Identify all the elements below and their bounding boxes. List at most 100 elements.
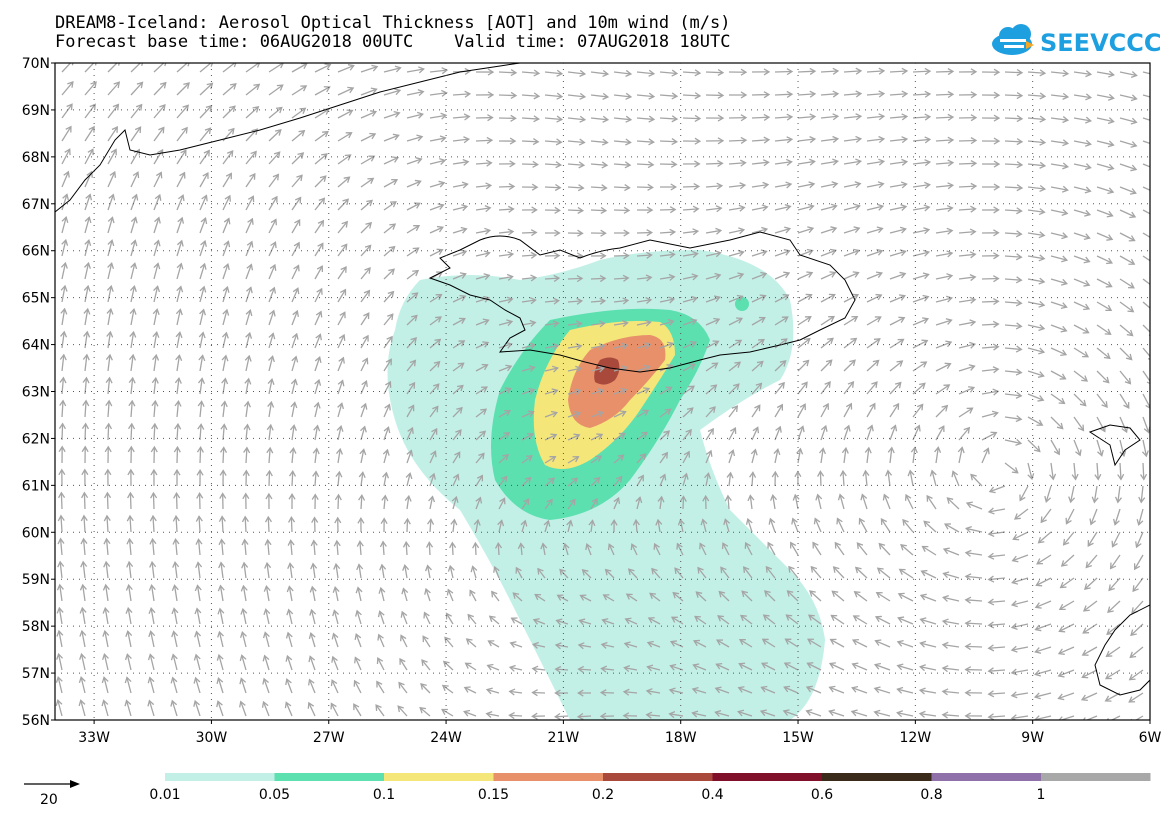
wind-vector — [244, 516, 247, 533]
wind-vector-head — [855, 158, 863, 166]
wind-vector — [1061, 554, 1075, 567]
wind-vector — [240, 678, 247, 694]
wind-vector — [245, 83, 260, 96]
wind-vector — [1060, 577, 1075, 589]
wind-vector-head — [556, 594, 564, 601]
wind-vector-head — [175, 331, 183, 339]
wind-vector-head — [173, 491, 181, 499]
wind-vector-head — [738, 638, 746, 646]
wind-vector — [291, 63, 308, 73]
wind-vector — [912, 229, 930, 234]
wind-vector-head — [786, 90, 794, 98]
wind-vector — [199, 172, 209, 188]
wind-vector-head — [555, 618, 563, 626]
wind-vector — [84, 217, 90, 234]
wind-vector-head — [646, 229, 654, 237]
wind-vector-head — [621, 342, 629, 350]
wind-vector-head — [737, 709, 745, 717]
wind-vector — [909, 470, 914, 487]
wind-vector — [935, 116, 954, 119]
wind-vector — [912, 70, 931, 73]
wind-vector — [153, 104, 166, 119]
wind-vector — [764, 590, 776, 602]
wind-vector-head — [968, 364, 976, 371]
wind-vector — [912, 161, 930, 165]
wind-vector — [774, 426, 781, 441]
wind-vector — [751, 449, 757, 464]
wind-vector-head — [432, 383, 440, 390]
wind-vector — [1027, 301, 1045, 306]
wind-vector — [130, 423, 133, 441]
wind-vector-head — [987, 621, 995, 629]
wind-vector-head — [65, 125, 72, 133]
wind-vector — [1058, 669, 1075, 677]
wind-vector-head — [196, 446, 204, 453]
wind-vector — [797, 360, 809, 372]
wind-vector-head — [124, 653, 132, 661]
wind-vector — [125, 700, 132, 717]
wind-vector-head — [942, 594, 949, 602]
wind-vector — [153, 401, 156, 418]
wind-vector-head — [478, 452, 485, 460]
wind-vector — [682, 297, 698, 303]
wind-vector — [1073, 393, 1087, 407]
wind-vector-head — [667, 319, 675, 326]
wind-vector — [1059, 715, 1075, 720]
wind-vector — [1035, 623, 1052, 631]
wind-vector — [682, 185, 699, 188]
wind-vector — [314, 108, 330, 119]
wind-vector-head — [1010, 691, 1018, 699]
wind-vector — [659, 298, 675, 303]
wind-vector-head — [855, 90, 863, 98]
wind-vector-head — [124, 676, 132, 684]
wind-vector-head — [509, 160, 516, 168]
wind-vector — [107, 423, 110, 441]
wind-vector — [1119, 324, 1133, 337]
wind-vector-head — [393, 110, 401, 118]
wind-vector — [682, 275, 698, 280]
wind-vector-head — [487, 91, 495, 99]
wind-vector-head — [159, 81, 167, 89]
wind-vector-head — [530, 274, 538, 282]
wind-vector — [218, 654, 224, 671]
wind-vector — [843, 294, 859, 303]
wind-vector — [475, 207, 491, 211]
wind-vector — [705, 428, 714, 441]
wind-vector — [659, 253, 675, 257]
wind-vector — [751, 427, 759, 441]
wind-vector-head — [817, 470, 825, 477]
wind-vector-head — [508, 664, 516, 672]
wind-vector — [107, 377, 111, 395]
wind-vector — [383, 246, 396, 257]
wind-vector — [751, 382, 762, 395]
wind-vector — [268, 196, 278, 211]
wind-vector — [521, 455, 533, 464]
wind-vector — [544, 117, 562, 121]
wind-vector-head — [287, 539, 295, 546]
wind-vector-head — [622, 297, 630, 305]
legend-swatch — [493, 773, 603, 781]
wind-vector — [590, 389, 604, 395]
wind-vector — [268, 424, 272, 441]
wind-vector-head — [553, 274, 561, 282]
wind-vector — [58, 630, 63, 648]
wind-vector-head — [463, 686, 471, 693]
wind-vector — [406, 519, 409, 533]
wind-vector — [153, 217, 160, 234]
wind-vector-head — [623, 665, 631, 673]
wind-vector — [286, 678, 293, 694]
wind-vector-head — [642, 409, 650, 416]
wind-vector-head — [672, 591, 680, 599]
wind-vector — [291, 310, 298, 326]
wind-vector-head — [316, 287, 323, 295]
wind-vector — [728, 273, 744, 280]
wind-vector-head — [527, 410, 535, 418]
wind-vector-head — [313, 401, 321, 409]
wind-vector — [475, 453, 485, 464]
wind-vector — [288, 609, 293, 625]
wind-vector — [222, 447, 225, 464]
wind-vector-head — [993, 183, 1001, 191]
wind-vector-head — [149, 560, 157, 568]
wind-vector-head — [754, 404, 761, 412]
wind-vector-head — [1058, 716, 1063, 720]
